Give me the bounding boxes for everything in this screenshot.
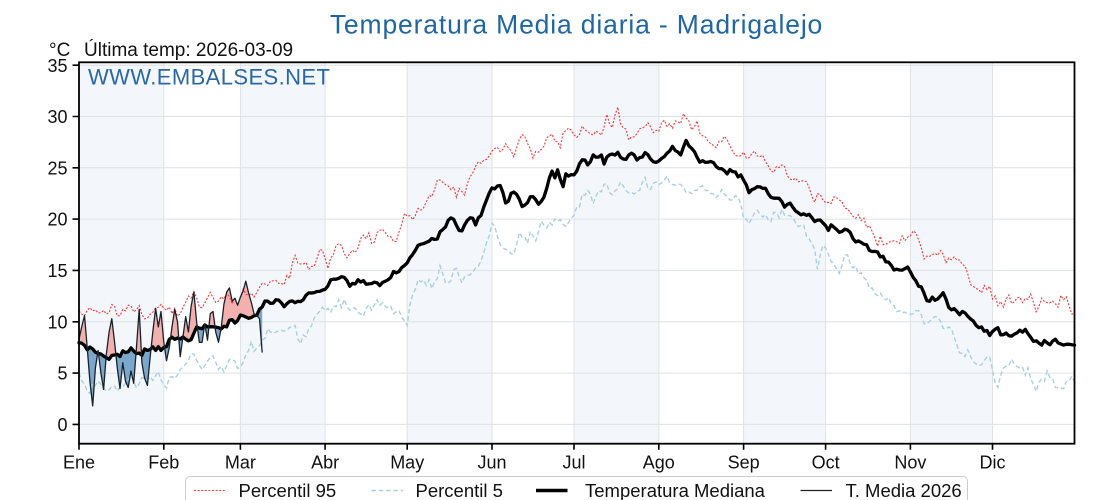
svg-text:Abr: Abr xyxy=(311,453,339,473)
svg-text:0: 0 xyxy=(57,415,67,435)
svg-text:35: 35 xyxy=(47,56,67,76)
svg-text:Jul: Jul xyxy=(562,453,585,473)
svg-text:Nov: Nov xyxy=(894,453,926,473)
svg-text:20: 20 xyxy=(47,210,67,230)
svg-text:Percentil 95: Percentil 95 xyxy=(239,480,337,500)
svg-text:15: 15 xyxy=(47,261,67,281)
svg-text:30: 30 xyxy=(47,107,67,127)
svg-text:Jun: Jun xyxy=(477,453,506,473)
svg-text:Sep: Sep xyxy=(728,453,760,473)
svg-text:May: May xyxy=(390,453,424,473)
svg-text:Ago: Ago xyxy=(643,453,675,473)
svg-text:Temperatura Media diaria - Mad: Temperatura Media diaria - Madrigalejo xyxy=(330,10,823,40)
svg-text:T. Media 2026: T. Media 2026 xyxy=(846,480,962,500)
svg-text:Oct: Oct xyxy=(812,453,840,473)
svg-text:25: 25 xyxy=(47,158,67,178)
svg-text:Última temp: 2026-03-09: Última temp: 2026-03-09 xyxy=(84,39,293,61)
svg-text:Percentil 5: Percentil 5 xyxy=(416,480,503,500)
svg-text:WWW.EMBALSES.NET: WWW.EMBALSES.NET xyxy=(88,64,330,89)
svg-text:10: 10 xyxy=(47,312,67,332)
svg-text:Ene: Ene xyxy=(63,453,95,473)
svg-text:Dic: Dic xyxy=(980,453,1006,473)
svg-text:°C: °C xyxy=(49,40,70,61)
svg-text:Temperatura Mediana: Temperatura Mediana xyxy=(585,480,766,500)
svg-text:Mar: Mar xyxy=(225,453,256,473)
svg-text:5: 5 xyxy=(57,364,67,384)
svg-text:Feb: Feb xyxy=(148,453,179,473)
